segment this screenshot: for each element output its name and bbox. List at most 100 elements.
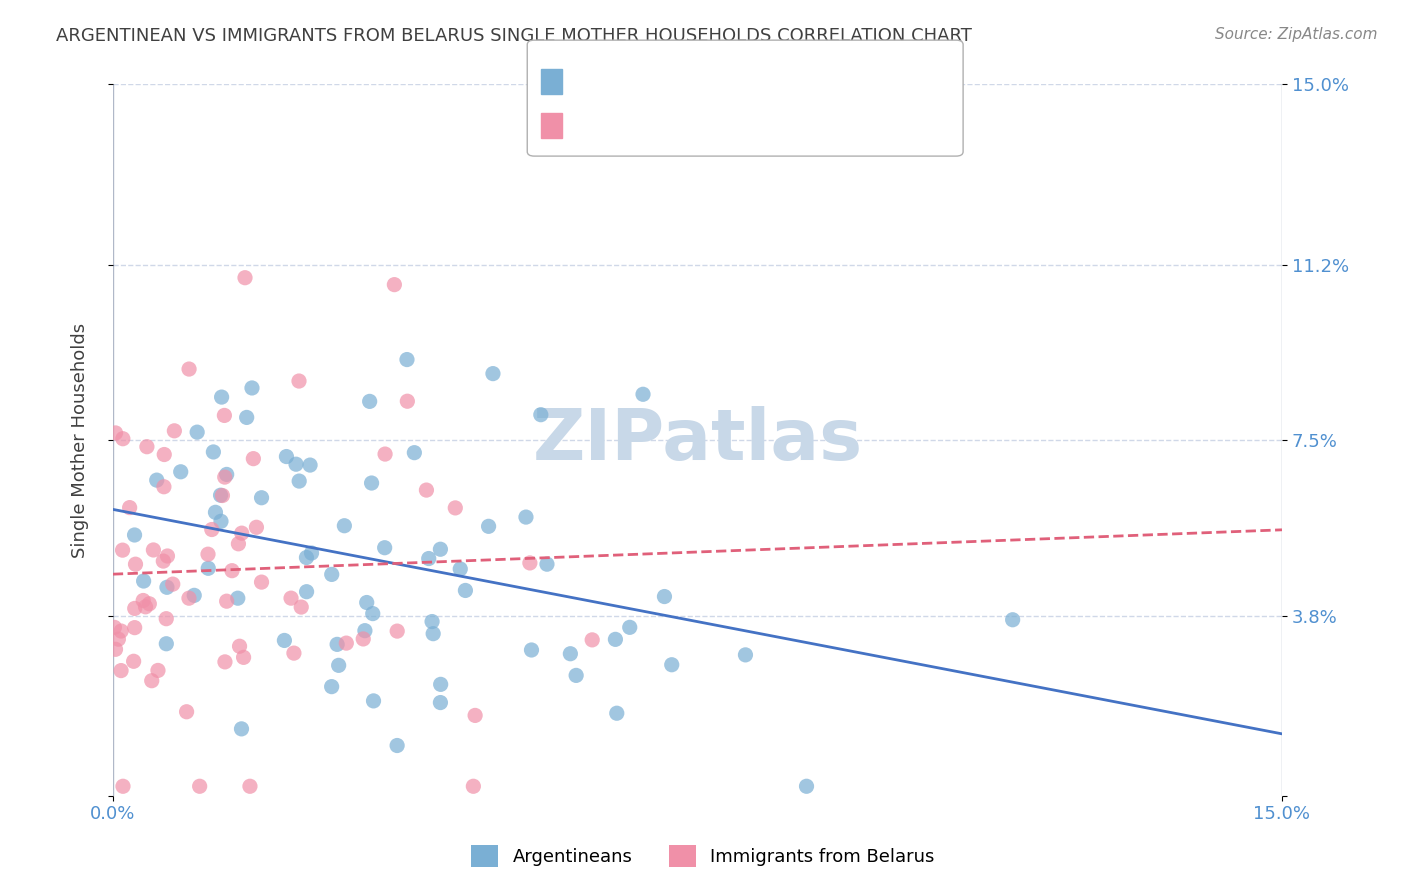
- Argentineans: [359, 394, 381, 409]
- Argentineans: [273, 633, 295, 648]
- Immigrants from Belarus: [177, 362, 200, 376]
- Argentineans: [606, 706, 628, 721]
- Immigrants from Belarus: [146, 664, 169, 678]
- Argentineans: [565, 668, 588, 682]
- Immigrants from Belarus: [245, 520, 267, 534]
- Argentineans: [295, 584, 318, 599]
- Legend: Argentineans, Immigrants from Belarus: Argentineans, Immigrants from Belarus: [464, 838, 942, 874]
- Immigrants from Belarus: [444, 500, 467, 515]
- Y-axis label: Single Mother Households: Single Mother Households: [72, 323, 89, 558]
- Argentineans: [170, 465, 193, 479]
- Immigrants from Belarus: [250, 575, 273, 590]
- Argentineans: [333, 518, 356, 533]
- Immigrants from Belarus: [335, 636, 357, 650]
- Argentineans: [734, 648, 756, 662]
- Argentineans: [520, 643, 543, 657]
- Argentineans: [145, 473, 167, 487]
- Argentineans: [536, 558, 558, 572]
- Immigrants from Belarus: [231, 526, 253, 541]
- Text: N =: N =: [675, 71, 714, 89]
- Immigrants from Belarus: [124, 558, 146, 572]
- Argentineans: [295, 550, 318, 565]
- Argentineans: [250, 491, 273, 505]
- Immigrants from Belarus: [110, 664, 132, 678]
- Immigrants from Belarus: [176, 705, 198, 719]
- Immigrants from Belarus: [283, 646, 305, 660]
- Immigrants from Belarus: [232, 650, 254, 665]
- Immigrants from Belarus: [141, 673, 163, 688]
- Argentineans: [631, 387, 654, 401]
- Immigrants from Belarus: [382, 277, 405, 292]
- Argentineans: [231, 722, 253, 736]
- Text: R =: R =: [569, 71, 609, 89]
- Argentineans: [361, 607, 384, 621]
- Immigrants from Belarus: [280, 591, 302, 606]
- Argentineans: [209, 514, 232, 528]
- Argentineans: [422, 626, 444, 640]
- Immigrants from Belarus: [221, 564, 243, 578]
- Argentineans: [326, 637, 349, 651]
- Argentineans: [796, 779, 818, 793]
- Argentineans: [202, 445, 225, 459]
- Immigrants from Belarus: [124, 621, 146, 635]
- Argentineans: [429, 542, 451, 557]
- Argentineans: [385, 739, 408, 753]
- Argentineans: [360, 476, 382, 491]
- Immigrants from Belarus: [464, 708, 486, 723]
- Text: N =: N =: [675, 116, 714, 134]
- Immigrants from Belarus: [103, 620, 125, 634]
- Immigrants from Belarus: [214, 409, 236, 423]
- Immigrants from Belarus: [415, 483, 437, 497]
- Immigrants from Belarus: [138, 597, 160, 611]
- Immigrants from Belarus: [228, 537, 250, 551]
- Argentineans: [321, 680, 343, 694]
- Immigrants from Belarus: [581, 632, 603, 647]
- Immigrants from Belarus: [233, 270, 256, 285]
- Argentineans: [299, 458, 322, 472]
- Immigrants from Belarus: [211, 489, 233, 503]
- Argentineans: [186, 425, 208, 439]
- Argentineans: [209, 488, 232, 502]
- Argentineans: [356, 595, 378, 609]
- Argentineans: [321, 567, 343, 582]
- Immigrants from Belarus: [201, 523, 224, 537]
- Text: 65: 65: [710, 116, 733, 134]
- Immigrants from Belarus: [396, 394, 419, 409]
- Immigrants from Belarus: [104, 642, 127, 657]
- Argentineans: [429, 677, 451, 691]
- Argentineans: [183, 588, 205, 602]
- Text: ARGENTINEAN VS IMMIGRANTS FROM BELARUS SINGLE MOTHER HOUSEHOLDS CORRELATION CHAR: ARGENTINEAN VS IMMIGRANTS FROM BELARUS S…: [56, 27, 972, 45]
- Text: -0.044: -0.044: [612, 116, 669, 134]
- Immigrants from Belarus: [155, 612, 177, 626]
- Immigrants from Belarus: [111, 432, 134, 446]
- Immigrants from Belarus: [387, 624, 409, 639]
- Argentineans: [374, 541, 396, 555]
- Argentineans: [654, 590, 676, 604]
- Argentineans: [478, 519, 501, 533]
- Argentineans: [418, 551, 440, 566]
- Immigrants from Belarus: [519, 556, 541, 570]
- Argentineans: [354, 624, 377, 638]
- Argentineans: [404, 445, 426, 459]
- Argentineans: [240, 381, 263, 395]
- Immigrants from Belarus: [132, 593, 155, 607]
- Argentineans: [301, 546, 323, 560]
- Argentineans: [420, 615, 443, 629]
- Immigrants from Belarus: [135, 440, 157, 454]
- Immigrants from Belarus: [197, 547, 219, 561]
- Argentineans: [328, 658, 350, 673]
- Immigrants from Belarus: [214, 470, 236, 484]
- Immigrants from Belarus: [142, 543, 165, 558]
- Immigrants from Belarus: [374, 447, 396, 461]
- Argentineans: [156, 580, 179, 594]
- Immigrants from Belarus: [111, 779, 134, 793]
- Immigrants from Belarus: [156, 549, 179, 563]
- Argentineans: [454, 583, 477, 598]
- Immigrants from Belarus: [152, 554, 174, 568]
- Immigrants from Belarus: [124, 601, 146, 615]
- Argentineans: [530, 408, 553, 422]
- Argentineans: [429, 696, 451, 710]
- Argentineans: [226, 591, 249, 606]
- Immigrants from Belarus: [290, 600, 312, 615]
- Argentineans: [619, 620, 641, 634]
